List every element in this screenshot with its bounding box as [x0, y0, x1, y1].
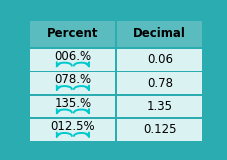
Bar: [30, 49, 115, 71]
Text: Decimal: Decimal: [133, 27, 186, 40]
Text: 1.35: 1.35: [147, 100, 173, 113]
Bar: [117, 72, 202, 94]
Bar: [117, 21, 202, 47]
Bar: [30, 119, 115, 141]
Text: 0.125: 0.125: [143, 124, 177, 136]
Bar: [30, 21, 115, 47]
Text: 0.06: 0.06: [147, 53, 173, 66]
Bar: [117, 96, 202, 117]
Bar: [30, 72, 115, 94]
Text: Percent: Percent: [47, 27, 99, 40]
Text: 0.78: 0.78: [147, 77, 173, 90]
Text: 006.%: 006.%: [54, 50, 91, 63]
Text: 078.%: 078.%: [54, 73, 91, 87]
Bar: [117, 49, 202, 71]
Bar: [30, 96, 115, 117]
Text: 135.%: 135.%: [54, 97, 91, 110]
Text: 012.5%: 012.5%: [51, 120, 95, 133]
Bar: [117, 119, 202, 141]
